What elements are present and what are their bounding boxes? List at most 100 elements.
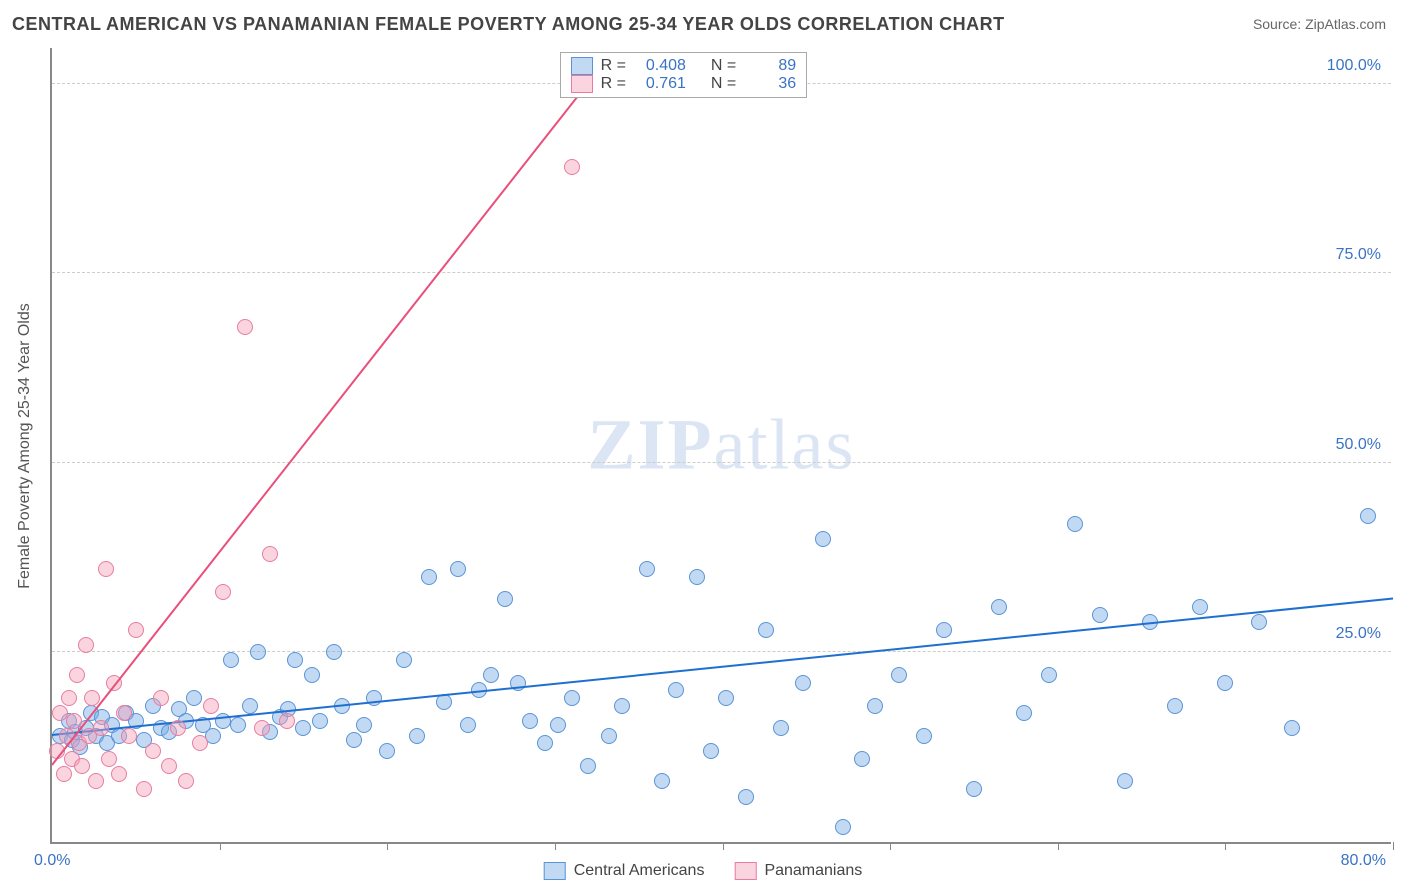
gridline <box>52 272 1391 273</box>
data-point <box>1041 667 1057 683</box>
legend: Central Americans Panamanians <box>544 862 863 880</box>
data-point <box>703 743 719 759</box>
data-point <box>121 728 137 744</box>
data-point <box>93 720 109 736</box>
data-point <box>1016 705 1032 721</box>
gridline <box>52 462 1391 463</box>
data-point <box>254 720 270 736</box>
data-point <box>346 732 362 748</box>
data-point <box>215 584 231 600</box>
y-tick-label: 75.0% <box>1336 246 1381 264</box>
data-point <box>101 751 117 767</box>
data-point <box>668 682 684 698</box>
x-max-label: 80.0% <box>1341 852 1386 870</box>
data-point <box>1092 607 1108 623</box>
data-point <box>161 758 177 774</box>
data-point <box>815 531 831 547</box>
y-tick-label: 100.0% <box>1327 57 1381 75</box>
data-point <box>262 546 278 562</box>
data-point <box>356 717 372 733</box>
x-tick <box>1225 842 1226 850</box>
data-point <box>230 717 246 733</box>
data-point <box>537 735 553 751</box>
trend-line <box>51 82 589 766</box>
data-point <box>835 819 851 835</box>
x-tick <box>723 842 724 850</box>
data-point <box>287 652 303 668</box>
x-tick <box>890 842 891 850</box>
data-point <box>379 743 395 759</box>
data-point <box>237 319 253 335</box>
data-point <box>170 720 186 736</box>
data-point <box>450 561 466 577</box>
x-origin-label: 0.0% <box>34 852 70 870</box>
data-point <box>223 652 239 668</box>
data-point <box>564 690 580 706</box>
data-point <box>409 728 425 744</box>
data-point <box>483 667 499 683</box>
source-label: Source: ZipAtlas.com <box>1253 16 1386 32</box>
data-point <box>460 717 476 733</box>
data-point <box>111 766 127 782</box>
data-point <box>1360 508 1376 524</box>
data-point <box>718 690 734 706</box>
data-point <box>186 690 202 706</box>
data-point <box>145 743 161 759</box>
data-point <box>312 713 328 729</box>
data-point <box>966 781 982 797</box>
legend-item: Central Americans <box>544 862 705 880</box>
data-point <box>916 728 932 744</box>
correlation-stats-box: R =0.408 N =89R =0.761 N =36 <box>560 52 808 98</box>
watermark: ZIPatlas <box>588 404 856 487</box>
stats-row: R =0.408 N =89 <box>571 57 797 75</box>
stats-row: R =0.761 N =36 <box>571 75 797 93</box>
data-point <box>1167 698 1183 714</box>
data-point <box>891 667 907 683</box>
data-point <box>69 667 85 683</box>
data-point <box>203 698 219 714</box>
data-point <box>1067 516 1083 532</box>
data-point <box>522 713 538 729</box>
data-point <box>421 569 437 585</box>
chart-area: Female Poverty Among 25-34 Year Olds ZIP… <box>50 48 1391 844</box>
data-point <box>128 622 144 638</box>
data-point <box>773 720 789 736</box>
data-point <box>550 717 566 733</box>
trend-line <box>52 597 1393 735</box>
legend-swatch <box>544 862 566 880</box>
data-point <box>153 690 169 706</box>
data-point <box>1251 614 1267 630</box>
y-axis-title: Female Poverty Among 25-34 Year Olds <box>16 303 34 589</box>
data-point <box>295 720 311 736</box>
data-point <box>116 705 132 721</box>
legend-label: Central Americans <box>574 862 705 880</box>
data-point <box>78 637 94 653</box>
x-tick <box>1393 842 1394 850</box>
data-point <box>61 690 77 706</box>
data-point <box>74 758 90 774</box>
data-point <box>396 652 412 668</box>
data-point <box>88 773 104 789</box>
x-tick <box>220 842 221 850</box>
x-tick <box>555 842 556 850</box>
data-point <box>654 773 670 789</box>
legend-label: Panamanians <box>764 862 862 880</box>
data-point <box>98 561 114 577</box>
data-point <box>601 728 617 744</box>
legend-swatch <box>571 57 593 75</box>
plot-region: ZIPatlas 0.0% 80.0% 25.0%50.0%75.0%100.0… <box>50 48 1391 844</box>
data-point <box>936 622 952 638</box>
data-point <box>1217 675 1233 691</box>
data-point <box>758 622 774 638</box>
data-point <box>564 159 580 175</box>
data-point <box>304 667 320 683</box>
data-point <box>1284 720 1300 736</box>
data-point <box>991 599 1007 615</box>
data-point <box>242 698 258 714</box>
chart-title: CENTRAL AMERICAN VS PANAMANIAN FEMALE PO… <box>12 14 1005 35</box>
data-point <box>178 773 194 789</box>
data-point <box>795 675 811 691</box>
legend-item: Panamanians <box>734 862 862 880</box>
x-tick <box>1058 842 1059 850</box>
data-point <box>497 591 513 607</box>
